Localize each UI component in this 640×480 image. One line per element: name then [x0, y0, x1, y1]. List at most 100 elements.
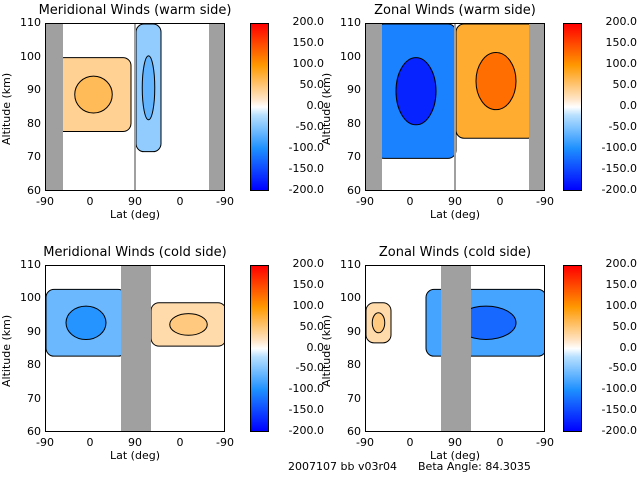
colorbar: [563, 23, 582, 191]
x-tick-label: -90: [536, 436, 554, 449]
colorbar: [250, 265, 269, 432]
colorbar-tick-label: 200.0: [292, 257, 325, 270]
colorbar-tick-label: 200.0: [292, 15, 325, 28]
contour-field: [366, 266, 544, 431]
colorbar-tick-label: 0.0: [619, 99, 638, 112]
x-axis-label: Lat (deg): [430, 449, 480, 462]
x-tick-label: 90: [448, 195, 462, 208]
y-tick-label: 70: [27, 150, 41, 164]
no-data-band: [441, 266, 471, 431]
contour-field: [366, 24, 544, 190]
y-tick-label: 60: [27, 184, 41, 197]
colorbar-tick-label: -50.0: [295, 361, 324, 375]
y-tick-label: 110: [20, 16, 41, 29]
plot-area: [45, 23, 225, 191]
y-tick-label: 90: [347, 83, 361, 97]
colorbar-tick-label: -100.0: [288, 141, 324, 154]
x-axis-label: Lat (deg): [110, 208, 160, 221]
y-axis-label: Altitude (km): [0, 72, 13, 145]
colorbar-tick-label: -150.0: [288, 162, 324, 175]
colorbar-tick-label: 50.0: [612, 78, 638, 91]
y-tick-label: 90: [347, 324, 361, 338]
y-tick-label: 100: [340, 49, 361, 63]
no-data-band: [529, 24, 544, 190]
no-data-band: [121, 266, 151, 431]
y-tick-label: 70: [27, 391, 41, 405]
x-tick-label: 0: [406, 195, 414, 208]
colorbar-tick-label: 150.0: [292, 36, 325, 49]
contour-core: [74, 75, 113, 114]
colorbar-tick-label: 100.0: [605, 298, 638, 312]
x-tick-label: -90: [356, 436, 374, 449]
plot-area: [365, 265, 545, 432]
no-data-band: [209, 24, 224, 190]
y-tick-label: 90: [27, 324, 41, 338]
colorbar-tick-label: -50.0: [608, 120, 637, 133]
colorbar-tick-label: -150.0: [601, 162, 637, 175]
x-tick-label: -90: [36, 436, 54, 449]
contour-core: [371, 312, 386, 334]
y-tick-label: 80: [347, 116, 361, 130]
colorbar: [563, 265, 582, 432]
x-tick-label: -90: [216, 436, 234, 449]
colorbar-tick-label: -200.0: [601, 424, 637, 437]
colorbar-tick-label: 150.0: [605, 277, 638, 291]
x-axis-label: Lat (deg): [430, 208, 480, 221]
x-tick-label: 0: [406, 436, 414, 449]
colorbar-tick-label: -150.0: [601, 403, 637, 417]
colorbar-tick-label: -150.0: [288, 403, 324, 417]
y-tick-label: 90: [27, 83, 41, 97]
colorbar-tick-label: 0.0: [619, 340, 638, 354]
chart-title: Meridional Winds (cold side): [43, 245, 227, 260]
colorbar-tick-label: -100.0: [601, 382, 637, 396]
no-data-band: [454, 24, 456, 190]
y-tick-label: 60: [347, 184, 361, 197]
x-tick-label: 0: [176, 195, 184, 208]
colorbar-tick-label: -50.0: [295, 120, 324, 133]
plot-area: [45, 265, 225, 432]
x-tick-label: 90: [128, 195, 142, 208]
y-tick-label: 80: [27, 116, 41, 130]
contour-core: [65, 305, 107, 340]
footer-beta-angle: Beta Angle: 84.3035: [418, 460, 531, 473]
no-data-band: [46, 24, 63, 190]
no-data-band: [134, 24, 136, 190]
chart-title: Zonal Winds (warm side): [374, 3, 536, 18]
colorbar-tick-label: 0.0: [306, 99, 325, 112]
x-tick-label: 0: [86, 436, 94, 449]
colorbar-tick-label: 50.0: [299, 319, 325, 333]
plot-area: [365, 23, 545, 191]
colorbar-tick-label: 100.0: [605, 57, 638, 70]
y-axis-label: Altitude (km): [0, 314, 13, 387]
y-tick-label: 110: [340, 258, 361, 271]
colorbar-tick-label: 150.0: [292, 277, 325, 291]
y-tick-label: 80: [27, 358, 41, 372]
x-tick-label: 90: [448, 436, 462, 449]
contour-field: [46, 266, 224, 431]
chart-title: Zonal Winds (cold side): [378, 245, 532, 260]
colorbar-tick-label: 100.0: [292, 298, 325, 312]
contour-core: [395, 57, 437, 126]
colorbar-tick-label: -200.0: [288, 183, 324, 196]
y-tick-label: 110: [340, 16, 361, 29]
colorbar-tick-label: 100.0: [292, 57, 325, 70]
colorbar-tick-label: 200.0: [605, 15, 638, 28]
y-tick-label: 80: [347, 358, 361, 372]
y-tick-label: 100: [20, 49, 41, 63]
colorbar-tick-label: -200.0: [288, 424, 324, 437]
x-tick-label: -90: [356, 195, 374, 208]
y-tick-label: 100: [20, 291, 41, 305]
colorbar-tick-label: -200.0: [601, 183, 637, 196]
y-tick-label: 100: [340, 291, 361, 305]
x-tick-label: -90: [216, 195, 234, 208]
contour-field: [46, 24, 224, 190]
colorbar-tick-label: -100.0: [601, 141, 637, 154]
colorbar-tick-label: 50.0: [299, 78, 325, 91]
colorbar-tick-label: 150.0: [605, 36, 638, 49]
colorbar-tick-label: -50.0: [608, 361, 637, 375]
colorbar: [250, 23, 269, 191]
contour-core: [141, 55, 156, 121]
y-tick-label: 60: [347, 425, 361, 438]
footer-run-id: 2007107 bb v03r04: [288, 460, 397, 473]
y-axis-label: Altitude (km): [320, 72, 333, 145]
